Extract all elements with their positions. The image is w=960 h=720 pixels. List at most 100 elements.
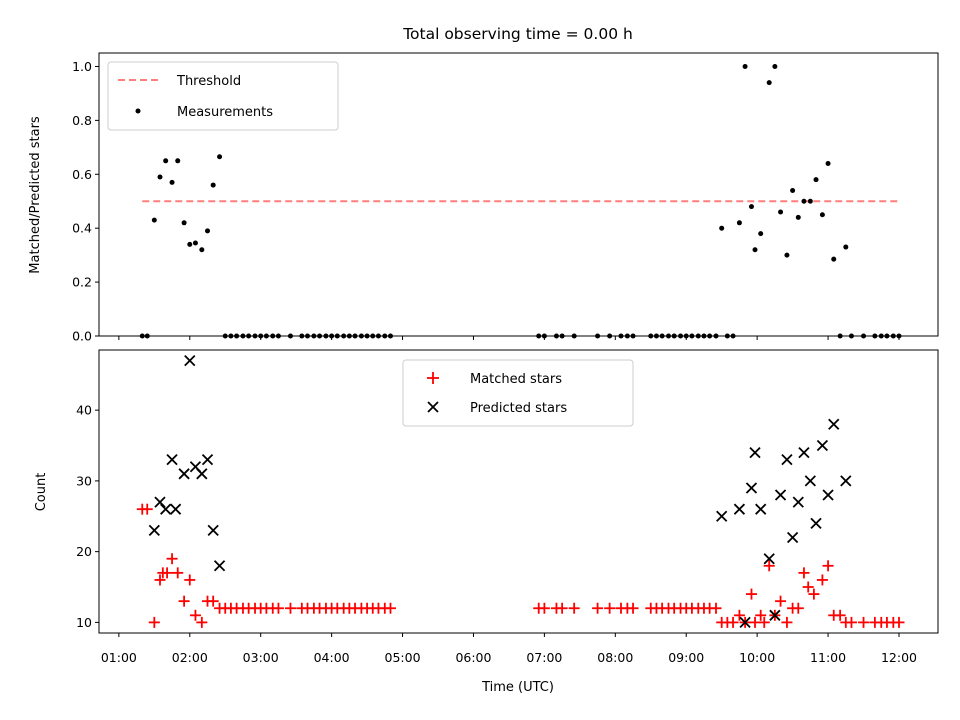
matched-star-point [556,602,568,614]
measurement-point [736,220,742,226]
matched-star-point [184,574,196,586]
x-tick-label: 01:00 [101,650,137,665]
measurement-point [748,204,754,210]
predicted-star-point [169,503,182,515]
matched-star-point [798,567,810,579]
measurement-point [772,63,778,69]
matched-star-point [758,616,770,628]
x-tick-label: 10:00 [739,650,775,665]
measurement-point [807,198,813,204]
predicted-star-point [840,475,852,487]
top-y-tick-label: 0.0 [72,329,92,344]
top-panel: 0.0 0.2 0.4 0.6 0.8 1.0 Matched/Predicted sta… [28,52,939,344]
predicted-star-point [213,560,226,572]
top-y-tick-label: 0.2 [72,275,92,290]
x-tick-label: 06:00 [455,650,491,665]
threshold-legend-label: Threshold [176,74,241,89]
matched-star-point [845,616,857,628]
matched-star-point [792,602,804,614]
predicted-star-point [148,524,160,537]
matched-star-point [189,609,201,621]
predicted-legend-label: Predicted stars [470,401,567,416]
measurement-point [778,209,784,215]
measurement-point [742,63,748,69]
measurement-point [795,214,801,220]
matched-star-point [166,553,178,565]
measurement-point [163,158,169,164]
predicted-legend-marker [427,401,439,413]
predicted-star-point [792,496,804,508]
measurement-point [151,217,157,223]
measurement-point [813,177,819,183]
measurement-point [819,212,825,218]
measurement-point [187,241,193,247]
matched-star-point [745,588,757,600]
matched-star-point [172,567,184,579]
measurement-point [199,247,205,253]
matched-legend-label: Matched stars [470,372,562,387]
bottom-panel-frame [98,349,939,634]
predicted-star-point [763,553,775,565]
top-legend: Threshold Measurements [107,61,339,131]
predicted-star-point [207,524,219,537]
matched-star-point [893,616,905,628]
matched-star-point [161,567,173,579]
predicted-star-point [201,454,214,466]
matched-star-point [272,602,284,614]
predicted-star-point [816,439,829,452]
matched-star-point [538,602,550,614]
predicted-star-point [196,468,208,480]
measurement-point [825,161,831,167]
top-panel-marks [139,63,902,339]
predicted-star-point [160,503,172,515]
matched-legend-marker [427,372,439,384]
matched-star-point [207,595,219,607]
measurement-point [784,252,790,258]
matched-star-point [733,609,745,621]
measurement-point [169,179,175,185]
measurement-point [157,174,163,180]
x-tick-label: 07:00 [526,650,562,665]
top-panel-frame [98,52,939,337]
matched-star-point [384,602,396,614]
x-tick-label: 05:00 [385,650,421,665]
predicted-star-point [745,482,758,494]
x-axis-label: Time (UTC) [481,680,554,695]
matched-star-point [755,609,767,621]
measurement-point [217,154,223,160]
predicted-star-point [769,609,781,621]
measurement-point [205,228,211,234]
bottom-y-axis-label: Count [34,473,49,512]
matched-star-point [148,616,160,628]
top-y-tick-label: 0.8 [72,113,92,128]
measurement-point [181,220,187,226]
measurement-point [175,158,181,164]
predicted-star-point [810,517,822,529]
chart-title: Total observing time = 0.00 h [402,25,633,43]
x-tick-label: 04:00 [314,650,350,665]
matched-star-point [178,595,190,607]
x-tick-label: 03:00 [243,650,279,665]
measurements-legend-label: Measurements [177,105,273,120]
predicted-star-point [786,531,799,544]
matched-star-point [154,574,166,586]
bottom-y-tick-label: 20 [76,544,92,559]
matched-star-point [592,602,604,614]
top-legend-box [107,61,339,131]
bottom-legend-box [402,359,634,427]
measurement-point [752,247,758,253]
matched-star-point [196,616,208,628]
measurement-point [843,244,849,250]
top-panel-ticks: 0.0 0.2 0.4 0.6 0.8 1.0 [72,59,900,344]
predicted-star-point [739,616,751,629]
matched-star-point [141,503,153,515]
measurements-legend-marker [135,108,141,114]
bottom-panel-ticks: 10 20 30 40 01:00 02:00 03:00 04:00 05:00 06:00 07… [76,403,917,665]
predicted-star-point [184,354,196,367]
predicted-star-point [798,446,810,459]
measurement-point [210,182,216,188]
matched-star-point [822,560,834,572]
matched-star-point [284,602,296,614]
matched-star-point [604,602,616,614]
